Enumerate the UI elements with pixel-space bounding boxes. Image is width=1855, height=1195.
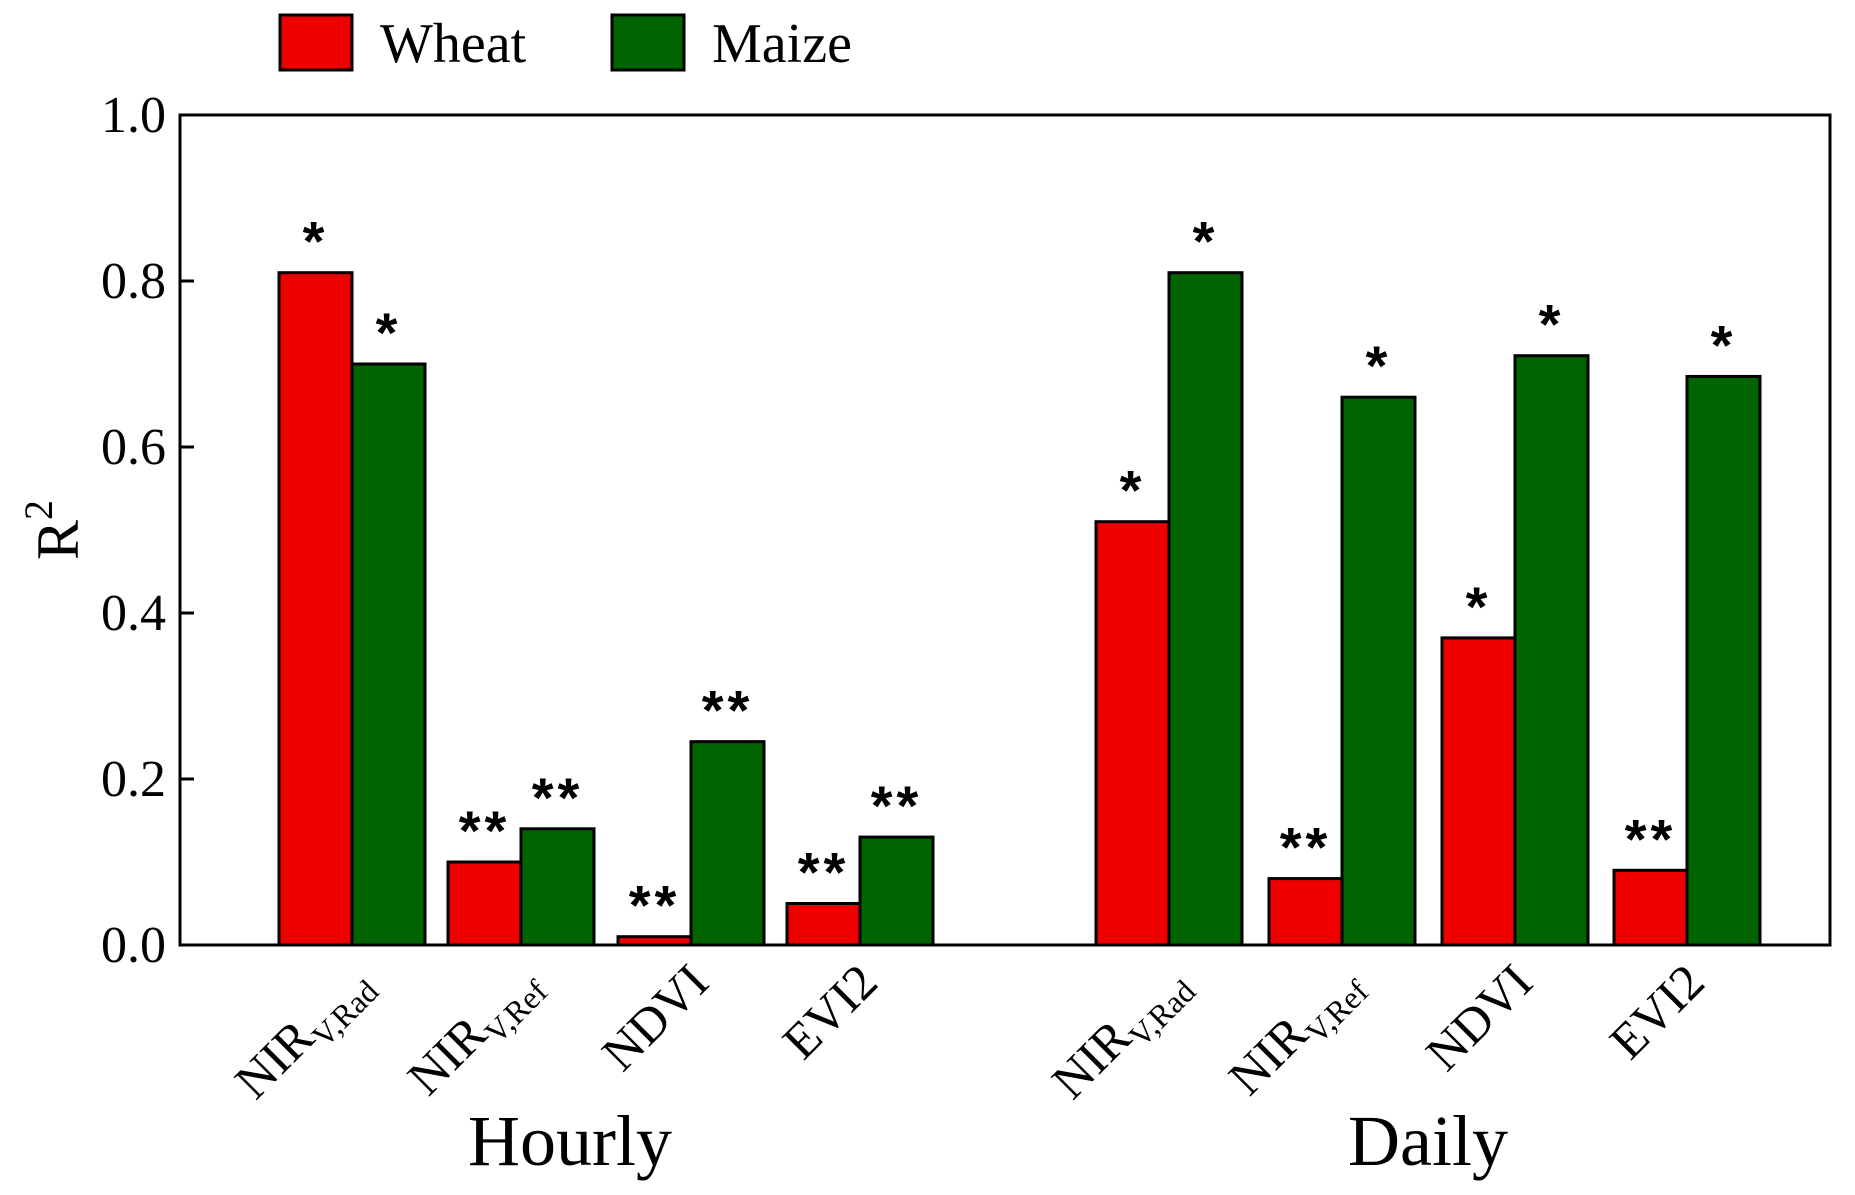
- significance-marker: *: [1711, 313, 1737, 376]
- significance-marker: *: [1466, 575, 1492, 638]
- significance-marker: **: [1625, 807, 1677, 870]
- significance-marker: **: [459, 799, 511, 862]
- y-tick-label: 0.4: [101, 585, 166, 642]
- significance-marker: *: [1120, 459, 1146, 522]
- bar-hourly-evi2-maize: [858, 835, 935, 947]
- significance-marker: *: [1366, 334, 1392, 397]
- y-tick-label: 0.6: [101, 419, 166, 476]
- bar-daily-nirvrad-maize: [1167, 271, 1244, 947]
- bar-hourly-ndvi-wheat: [616, 935, 693, 947]
- significance-marker: **: [532, 766, 584, 829]
- x-tick-label-subscript: V,Rad: [1121, 973, 1202, 1054]
- y-tick-label: 0.8: [101, 253, 166, 310]
- y-tick-label: 0.2: [101, 751, 166, 808]
- significance-marker: **: [629, 874, 681, 937]
- bar-hourly-nirvrad-wheat: [277, 271, 354, 947]
- x-tick-label-base: NDVI: [1415, 953, 1543, 1081]
- y-axis-label-base: R: [25, 520, 91, 560]
- y-tick-label: 1.0: [101, 87, 166, 144]
- significance-marker: **: [871, 774, 923, 837]
- legend-swatch-maize: [610, 13, 686, 72]
- y-axis-label-superscript: 2: [16, 500, 61, 520]
- significance-marker: *: [376, 301, 402, 364]
- significance-marker: **: [798, 841, 850, 904]
- x-tick-label: NIRV,Rad: [224, 953, 386, 1115]
- x-tick-label: NIRV,Ref: [397, 953, 555, 1111]
- y-axis-label: R2: [16, 500, 91, 560]
- bar-hourly-evi2-wheat: [785, 902, 862, 947]
- bar-daily-nirvref-wheat: [1267, 877, 1344, 947]
- legend-label-maize: Maize: [712, 13, 852, 75]
- x-tick-label: EVI2: [1599, 953, 1715, 1069]
- bar-daily-ndvi-wheat: [1440, 636, 1517, 947]
- x-tick-label-subscript: V,Rad: [304, 973, 385, 1054]
- bar-daily-evi2-wheat: [1612, 868, 1689, 947]
- significance-marker: *: [1193, 210, 1219, 273]
- bar-daily-evi2-maize: [1685, 374, 1762, 947]
- bar-hourly-nirvref-maize: [519, 827, 596, 947]
- group-label-hourly: Hourly: [468, 1101, 672, 1181]
- legend-swatch-wheat: [278, 13, 354, 72]
- significance-marker: *: [303, 210, 329, 273]
- plot-frame: [178, 113, 1832, 947]
- bar-daily-nirvrad-wheat: [1094, 520, 1171, 947]
- bar-hourly-nirvrad-maize: [350, 362, 427, 947]
- x-tick-label: NDVI: [591, 953, 719, 1081]
- x-tick-label-base: EVI2: [772, 953, 888, 1069]
- bar-hourly-nirvref-wheat: [446, 860, 523, 947]
- bar-daily-ndvi-maize: [1513, 354, 1590, 947]
- x-tick-label-base: EVI2: [1599, 953, 1715, 1069]
- legend-label-wheat: Wheat: [380, 13, 527, 75]
- bar-daily-nirvref-maize: [1340, 395, 1417, 947]
- bar-hourly-ndvi-maize: [689, 740, 766, 947]
- y-tick-label: 0.0: [101, 917, 166, 974]
- x-tick-label-base: NDVI: [591, 953, 719, 1081]
- x-tick-label: NIRV,Rad: [1041, 953, 1203, 1115]
- significance-marker: **: [702, 679, 754, 742]
- group-label-daily: Daily: [1348, 1101, 1508, 1181]
- x-tick-label: EVI2: [772, 953, 888, 1069]
- significance-marker: **: [1280, 816, 1332, 879]
- significance-marker: *: [1539, 293, 1565, 356]
- x-tick-label: NIRV,Ref: [1218, 953, 1376, 1111]
- x-tick-label: NDVI: [1415, 953, 1543, 1081]
